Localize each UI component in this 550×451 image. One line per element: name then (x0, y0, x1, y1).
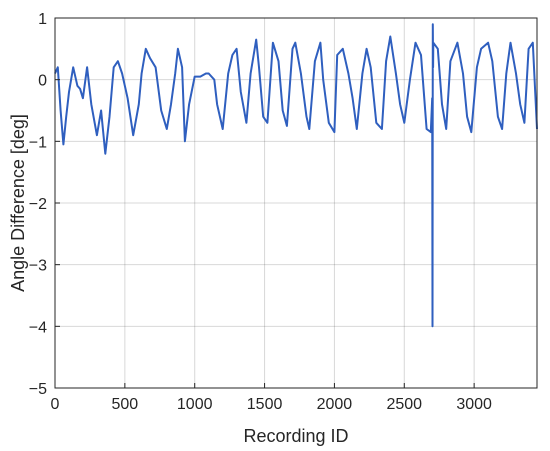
x-tick-label: 0 (51, 396, 60, 413)
y-tick-label: −4 (29, 319, 47, 336)
y-tick-label: −1 (29, 134, 47, 151)
x-tick-label: 2500 (386, 396, 422, 413)
y-tick-label: −2 (29, 196, 47, 213)
y-axis-label: Angle Difference [deg] (8, 114, 28, 292)
series-line (54, 23, 538, 328)
y-tick-label: 0 (38, 73, 47, 90)
x-tick-label: 1000 (177, 396, 213, 413)
x-axis-label: Recording ID (243, 426, 348, 446)
y-tick-label: 1 (38, 11, 47, 28)
x-tick-label: 500 (112, 396, 139, 413)
y-tick-label: −5 (29, 381, 47, 398)
x-tick-label: 3000 (456, 396, 492, 413)
x-tick-label: 2000 (317, 396, 353, 413)
y-tick-label: −3 (29, 258, 47, 275)
x-axis-ticks: 0 500 1000 1500 2000 2500 3000 (51, 383, 492, 413)
plot-area (54, 23, 538, 328)
y-axis-ticks: −5 −4 −3 −2 −1 0 1 (29, 11, 60, 398)
x-tick-label: 1500 (247, 396, 283, 413)
gridlines (54, 17, 537, 389)
